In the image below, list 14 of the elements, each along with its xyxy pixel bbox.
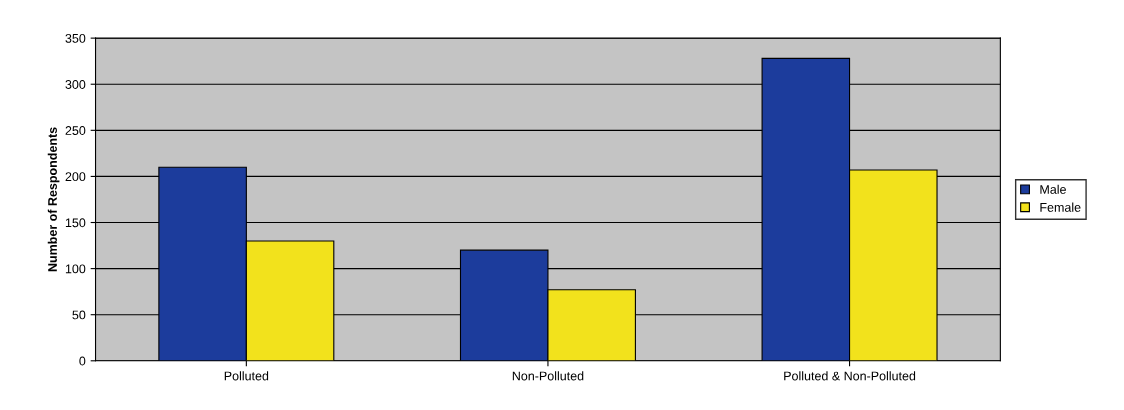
y-tick-label: 50 (72, 310, 86, 320)
legend-label: Male (1040, 184, 1066, 194)
x-tick-label: Polluted (224, 371, 269, 381)
x-tick-label: Polluted & Non-Polluted (784, 371, 916, 381)
y-tick-label: 0 (79, 356, 86, 366)
y-tick-label: 350 (65, 33, 86, 43)
y-axis-title: Number of Respondents (47, 127, 60, 272)
y-tick-label: 150 (65, 218, 86, 228)
y-tick-label: 200 (65, 172, 86, 182)
y-tick-label: 250 (65, 126, 86, 135)
y-tick-label: 100 (65, 264, 86, 274)
x-tick-label: Non-Polluted (512, 371, 584, 381)
y-tick-label: 300 (65, 80, 86, 89)
legend-label: Female (1040, 202, 1081, 212)
